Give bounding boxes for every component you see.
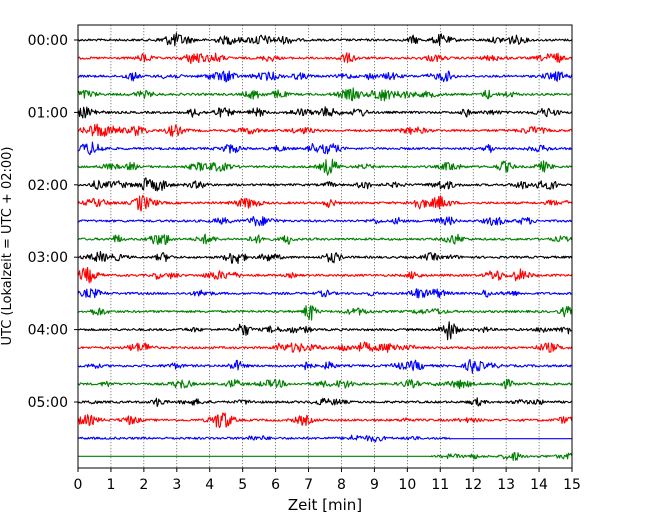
grid-lines	[110, 25, 540, 468]
x-tick-label-0: 0	[74, 477, 83, 493]
y-tick-label-0400: 04:00	[28, 323, 68, 339]
trace-row-19	[77, 378, 573, 390]
trace-row-8	[77, 177, 573, 192]
trace-row-23	[78, 451, 573, 461]
x-tick-label-6: 6	[271, 477, 280, 493]
x-tick-label-13: 13	[497, 477, 515, 493]
trace-row-13	[77, 267, 573, 284]
x-tick-label-12: 12	[464, 477, 482, 493]
trace-row-0	[77, 32, 573, 47]
y-axis-ticks: 00:00 01:00 02:00 03:00 04:00 05:00	[28, 33, 78, 411]
plot-frame	[77, 24, 573, 469]
x-tick-label-8: 8	[337, 477, 346, 493]
trace-row-9	[77, 195, 572, 212]
trace-row-1	[77, 52, 573, 65]
trace-row-20	[77, 397, 573, 407]
y-tick-label-0100: 01:00	[28, 105, 68, 121]
trace-row-5	[77, 123, 573, 137]
trace-row-11	[77, 233, 573, 246]
x-tick-label-4: 4	[205, 477, 214, 493]
x-tick-label-5: 5	[238, 477, 247, 493]
x-tick-label-3: 3	[172, 477, 181, 493]
y-axis-label: UTC (Lokalzeit = UTC + 02:00)	[0, 147, 15, 346]
seismic-traces	[77, 32, 573, 461]
trace-row-17	[77, 341, 573, 353]
trace-row-16	[77, 321, 572, 341]
y-tick-label-0500: 05:00	[28, 395, 68, 411]
x-tick-label-1: 1	[106, 477, 115, 493]
trace-row-7	[77, 158, 573, 176]
x-tick-label-2: 2	[139, 477, 148, 493]
trace-row-14	[77, 288, 572, 299]
y-tick-label-0300: 03:00	[28, 250, 68, 266]
trace-row-18	[77, 358, 572, 374]
trace-row-10	[77, 215, 572, 227]
x-axis-label: Zeit [min]	[288, 496, 362, 514]
trace-row-22	[77, 434, 572, 443]
x-tick-label-15: 15	[563, 477, 581, 493]
x-tick-label-11: 11	[431, 477, 449, 493]
trace-row-2	[77, 70, 573, 83]
trace-row-15	[77, 305, 573, 321]
x-tick-label-10: 10	[398, 477, 416, 493]
x-tick-label-14: 14	[530, 477, 548, 493]
trace-row-12	[77, 250, 573, 265]
trace-row-21	[77, 412, 573, 429]
x-tick-label-9: 9	[370, 477, 379, 493]
trace-row-6	[77, 141, 572, 156]
trace-row-4	[77, 106, 573, 119]
x-tick-label-7: 7	[304, 477, 313, 493]
x-axis-ticks: 0 1 2 3 4 5 6 7 8 9 10 11 12 13 14 15	[74, 468, 581, 493]
trace-row-3	[77, 87, 572, 102]
y-tick-label-0200: 02:00	[28, 178, 68, 194]
y-tick-label-0000: 00:00	[28, 33, 68, 49]
